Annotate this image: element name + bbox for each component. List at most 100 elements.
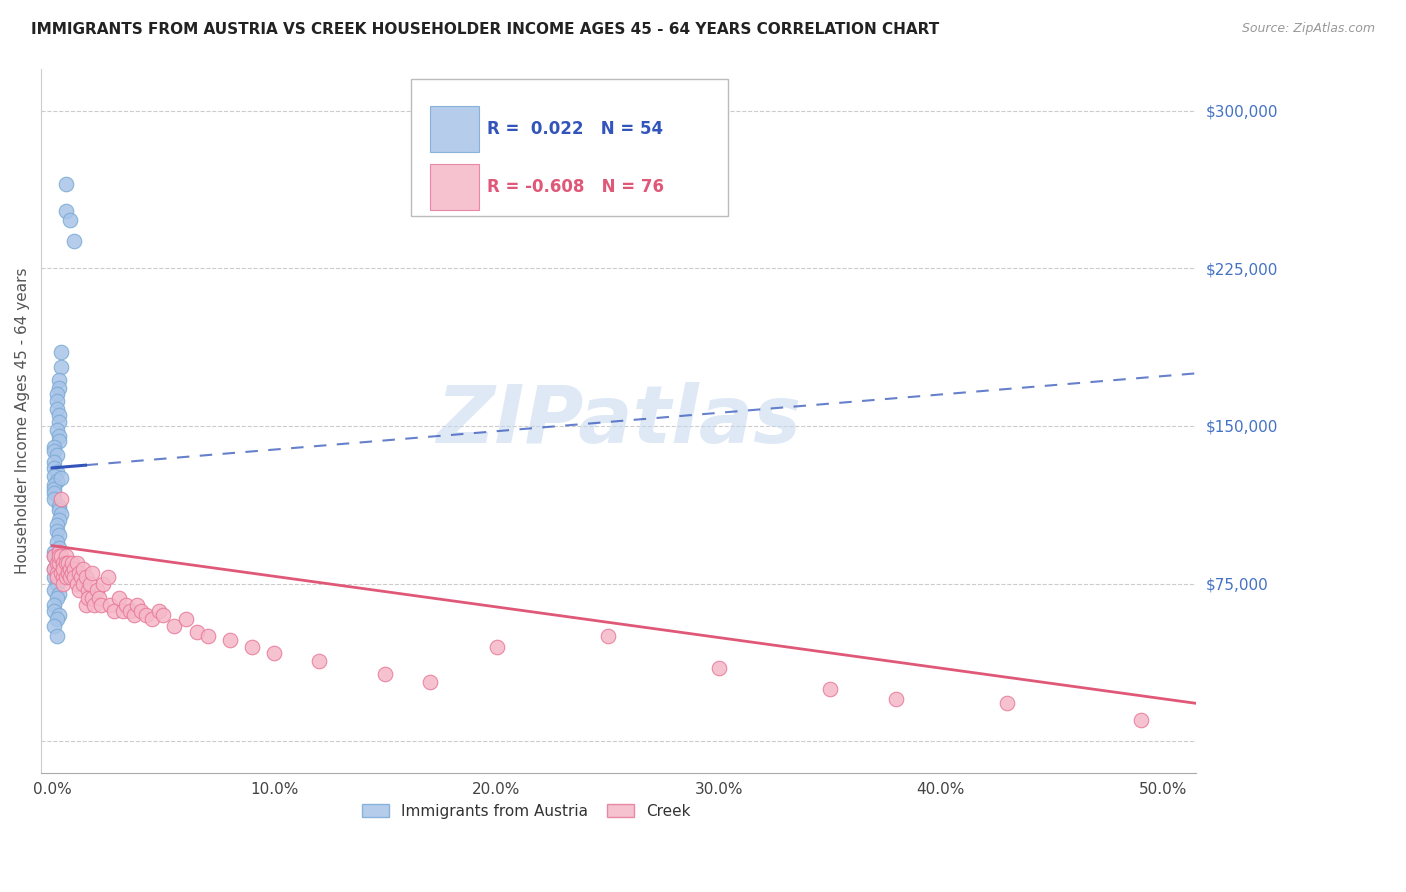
Point: [72, 562, 94, 576]
Point: [82, 566, 104, 580]
Point: [135, 608, 157, 623]
Point: [48, 499, 70, 513]
Point: [45, 448, 67, 462]
Point: [63, 562, 86, 576]
FancyBboxPatch shape: [430, 164, 479, 211]
Point: [59, 212, 82, 227]
Point: [75, 570, 97, 584]
Point: [76, 582, 98, 597]
Point: [45, 612, 67, 626]
Point: [118, 604, 141, 618]
Point: [52, 576, 75, 591]
Point: [818, 681, 841, 696]
Point: [48, 608, 70, 623]
Point: [82, 591, 104, 606]
Point: [141, 612, 163, 626]
Point: [52, 562, 75, 576]
Point: [83, 598, 105, 612]
Point: [56, 556, 79, 570]
Point: [52, 570, 75, 584]
Point: [44, 604, 66, 618]
Point: [49, 566, 72, 580]
Point: [45, 402, 67, 417]
Point: [48, 373, 70, 387]
Point: [60, 556, 83, 570]
Point: [44, 562, 66, 576]
Point: [45, 474, 67, 488]
Point: [148, 604, 170, 618]
Point: [186, 624, 208, 639]
Point: [44, 562, 66, 576]
Point: [48, 381, 70, 395]
Point: [98, 598, 121, 612]
Point: [55, 204, 77, 219]
Point: [75, 598, 97, 612]
Point: [997, 697, 1019, 711]
Point: [44, 482, 66, 496]
Point: [44, 486, 66, 500]
Point: [66, 556, 89, 570]
Text: Source: ZipAtlas.com: Source: ZipAtlas.com: [1241, 22, 1375, 36]
Point: [79, 576, 101, 591]
Point: [49, 359, 72, 374]
Point: [44, 570, 66, 584]
Point: [45, 629, 67, 643]
Point: [67, 582, 90, 597]
Point: [174, 612, 197, 626]
Point: [66, 576, 89, 591]
Point: [44, 549, 66, 564]
Point: [374, 667, 396, 681]
Point: [91, 576, 114, 591]
Point: [596, 629, 619, 643]
Point: [44, 492, 66, 507]
Point: [76, 591, 98, 606]
Point: [240, 640, 263, 654]
Point: [55, 570, 77, 584]
Point: [45, 591, 67, 606]
Point: [60, 566, 83, 580]
Point: [48, 429, 70, 443]
Point: [49, 549, 72, 564]
Point: [48, 545, 70, 559]
Text: IMMIGRANTS FROM AUSTRIA VS CREEK HOUSEHOLDER INCOME AGES 45 - 64 YEARS CORRELATI: IMMIGRANTS FROM AUSTRIA VS CREEK HOUSEHO…: [31, 22, 939, 37]
Point: [44, 469, 66, 483]
Point: [44, 545, 66, 559]
FancyBboxPatch shape: [430, 106, 479, 153]
Point: [152, 608, 174, 623]
Point: [45, 566, 67, 580]
Point: [45, 556, 67, 570]
Point: [45, 534, 67, 549]
Point: [197, 629, 219, 643]
Point: [44, 440, 66, 454]
Point: [48, 549, 70, 564]
Point: [63, 234, 86, 248]
Point: [48, 513, 70, 527]
Point: [67, 566, 90, 580]
Point: [63, 570, 86, 584]
Point: [45, 570, 67, 584]
Point: [49, 507, 72, 521]
Point: [45, 524, 67, 538]
Point: [114, 598, 136, 612]
Point: [97, 570, 120, 584]
Point: [48, 503, 70, 517]
Point: [59, 562, 82, 576]
Point: [45, 423, 67, 437]
Point: [112, 604, 135, 618]
Point: [72, 576, 94, 591]
Point: [44, 477, 66, 491]
Point: [219, 633, 242, 648]
Legend: Immigrants from Austria, Creek: Immigrants from Austria, Creek: [356, 797, 697, 825]
Point: [70, 570, 93, 584]
Point: [48, 415, 70, 429]
Point: [125, 598, 148, 612]
Point: [308, 654, 330, 668]
Point: [485, 640, 508, 654]
Point: [163, 618, 186, 632]
Point: [48, 587, 70, 601]
Point: [263, 646, 285, 660]
Point: [45, 566, 67, 580]
Point: [45, 556, 67, 570]
Point: [48, 409, 70, 423]
Point: [55, 549, 77, 564]
